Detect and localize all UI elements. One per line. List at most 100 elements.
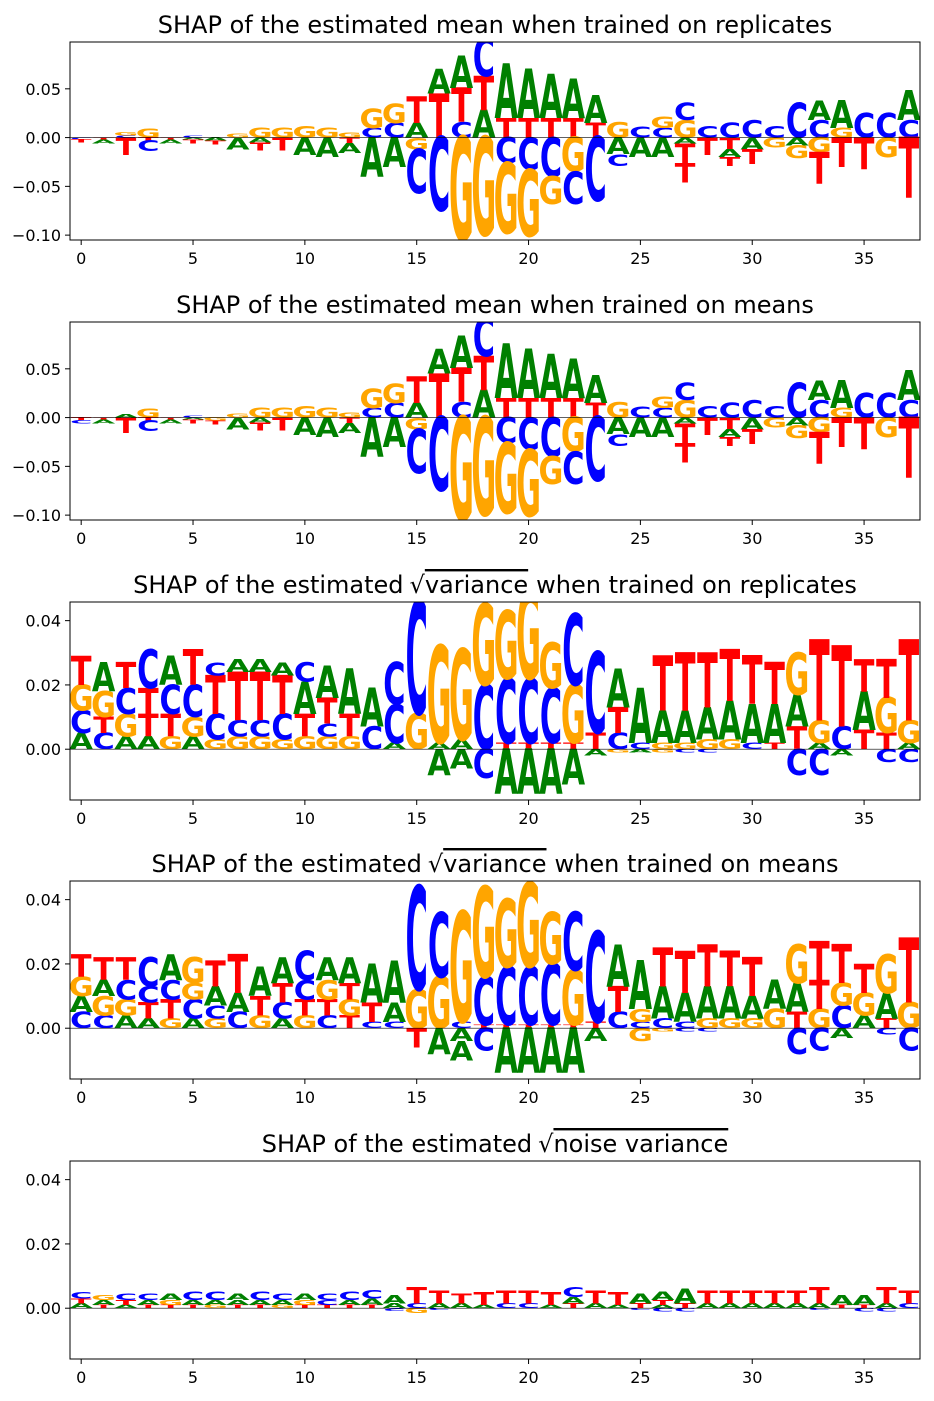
logo-letter-C: C — [70, 420, 92, 425]
logo-letter-C: C — [473, 666, 495, 770]
logo-letter-T: T — [116, 133, 137, 161]
logo-letter-A: A — [629, 749, 653, 754]
logo-letter-T: T — [854, 650, 875, 702]
logo-letter-C: C — [383, 695, 405, 757]
logo-letter-T: T — [496, 741, 518, 751]
logo-letter-C: C — [271, 998, 293, 1024]
logo-letter-C: C — [585, 908, 607, 1052]
logo-letter-G: G — [248, 1012, 273, 1033]
logo-letter-A: A — [248, 960, 272, 1006]
logo-letter-T: T — [71, 948, 92, 985]
logo-letter-T: T — [138, 417, 159, 422]
logo-letter-A: A — [808, 1302, 831, 1310]
logo-letter-T: T — [541, 392, 562, 424]
logo-letter-C: C — [339, 1290, 361, 1303]
logo-letter-G: G — [762, 1003, 787, 1035]
logo-letter-A: A — [114, 733, 138, 754]
logo-letter-A: A — [539, 1304, 563, 1309]
logo-letter-C: C — [495, 660, 517, 764]
logo-letter-C: C — [562, 444, 584, 496]
logo-letter-C: C — [696, 402, 718, 421]
logo-letter-A: A — [450, 1302, 473, 1310]
logo-letter-C: C — [786, 1020, 808, 1062]
logo-letter-T: T — [116, 414, 137, 439]
logo-letter-T: T — [339, 1012, 360, 1033]
logo-letter-G: G — [270, 737, 295, 753]
y-tick-label: 0.05 — [25, 80, 61, 99]
logo-letter-G: G — [494, 424, 519, 537]
logo-letter-A: A — [584, 369, 608, 413]
x-tick-label: 5 — [188, 809, 198, 828]
logo-letter-G: G — [114, 132, 139, 137]
logo-letter-G: G — [270, 125, 295, 141]
logo-letter-G: G — [404, 703, 429, 761]
logo-letter-T: T — [854, 724, 875, 756]
logo-letter-C: C — [428, 116, 450, 235]
logo-letter-T: T — [898, 120, 919, 218]
logo-letter-G: G — [91, 990, 116, 1022]
logo-letter-A: A — [696, 978, 720, 1030]
logo-letter-G: G — [427, 962, 452, 1045]
logo-letter-C: C — [406, 1302, 428, 1310]
logo-letter-T: T — [720, 435, 741, 449]
logo-letter-T: T — [138, 137, 159, 142]
logo-letter-A: A — [360, 127, 383, 190]
logo-letter-A: A — [405, 399, 428, 423]
logo-letter-C: C — [652, 1016, 674, 1032]
x-tick-label: 10 — [295, 1088, 315, 1107]
logo-letter-T: T — [898, 400, 919, 498]
logo-letter-A: A — [718, 1302, 741, 1310]
logo-letter-A: A — [830, 94, 854, 138]
logo-letter-C: C — [204, 1290, 226, 1303]
logo-letter-C: C — [361, 721, 383, 758]
logo-letter-T: T — [742, 1287, 763, 1308]
logo-letter-C: C — [875, 386, 897, 426]
logo-letter-C: C — [92, 729, 114, 755]
logo-letter-G: G — [449, 110, 474, 275]
logo-letter-A: A — [293, 673, 317, 725]
logo-letter-T: T — [585, 729, 606, 755]
logo-letter-C: C — [898, 395, 920, 423]
logo-letter-A: A — [226, 414, 250, 433]
panel-title: SHAP of the estimated √noise variance — [262, 1130, 729, 1158]
logo-letter-T: T — [675, 939, 696, 1007]
logo-letter-G: G — [203, 1016, 228, 1032]
logo-letter-T: T — [563, 1024, 584, 1029]
title-suffix: when trained on means — [555, 850, 839, 878]
logo-letter-A: A — [69, 729, 93, 755]
logo-letter-T: T — [809, 143, 830, 194]
logo-letter-G: G — [337, 995, 362, 1021]
logo-letter-A: A — [137, 1299, 160, 1307]
logo-letter-G: G — [807, 1003, 832, 1035]
x-tick-label: 5 — [188, 529, 198, 548]
logo-letter-T: T — [697, 1287, 718, 1308]
logo-letter-C: C — [719, 399, 741, 423]
logo-letter-A: A — [539, 342, 562, 413]
logo-letter-T: T — [518, 1024, 539, 1029]
logo-letter-C: C — [562, 164, 584, 216]
logo-letter-T: T — [250, 421, 271, 433]
logo-letter-T: T — [93, 417, 114, 420]
logo-letter-C: C — [629, 404, 651, 421]
logo-letter-T: T — [809, 932, 830, 994]
logo-letter-T: T — [93, 137, 114, 140]
logo-letter-C: C — [383, 1308, 405, 1312]
logo-letter-C: C — [316, 1299, 338, 1307]
x-tick-label: 10 — [295, 809, 315, 828]
logo-letter-C: C — [137, 982, 159, 1008]
logo-letter-A: A — [629, 412, 653, 444]
logo-letter-G: G — [852, 987, 877, 1024]
logo-letter-C: C — [428, 894, 450, 998]
logo-letter-A: A — [741, 414, 765, 433]
x-tick-label: 35 — [854, 249, 874, 268]
logo-letter-C: C — [540, 672, 562, 761]
logo-letter-C: C — [316, 1292, 338, 1302]
x-tick-label: 0 — [76, 1088, 86, 1107]
logo-letter-A: A — [293, 413, 317, 441]
logo-letter-A: A — [204, 137, 228, 142]
logo-letter-G: G — [315, 974, 340, 1006]
logo-letter-G: G — [471, 583, 496, 713]
logo-letter-A: A — [562, 349, 585, 412]
logo-letter-C: C — [294, 944, 316, 990]
logo-letter-C: C — [495, 131, 517, 172]
